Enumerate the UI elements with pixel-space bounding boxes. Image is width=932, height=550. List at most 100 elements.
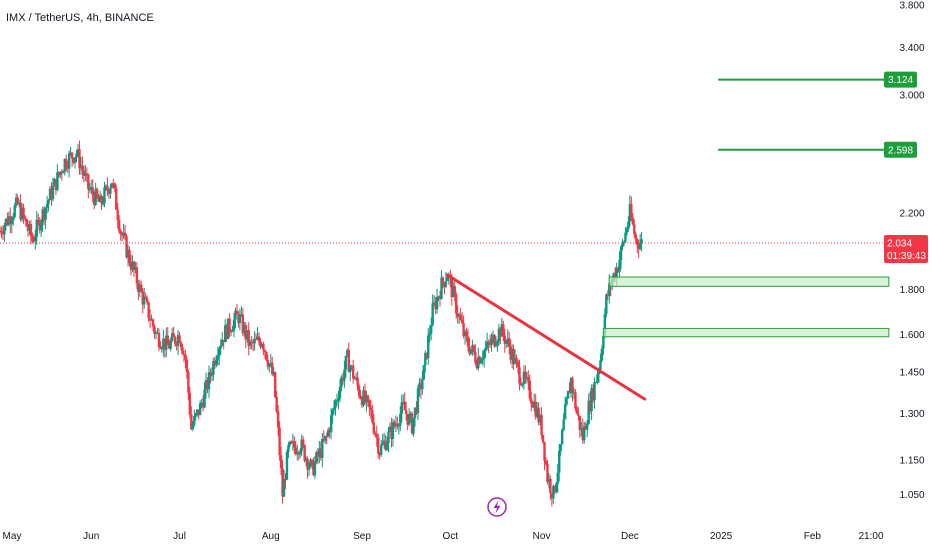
candle-body	[79, 165, 83, 169]
candle-body	[543, 442, 546, 461]
candle-body	[281, 468, 284, 497]
candle-body	[578, 416, 582, 430]
candle-body	[138, 284, 142, 292]
price-axis[interactable]: 3.800 3.400 3.000 2.200 1.800 1.600 1.450 1.300…	[884, 0, 928, 501]
candle-body	[85, 173, 89, 175]
candle-body	[122, 232, 125, 236]
candle-body	[97, 196, 100, 202]
candle-body	[135, 267, 139, 284]
candle-body	[181, 347, 184, 354]
candle-body	[297, 452, 300, 455]
candle-body	[29, 224, 33, 237]
candle-body	[525, 377, 529, 379]
candle-body	[101, 203, 105, 205]
candle-body	[431, 303, 434, 326]
candle-body	[515, 357, 518, 362]
candle-body	[7, 216, 11, 225]
candle-body	[113, 183, 116, 189]
candlestick-series	[0, 140, 643, 507]
candle-body	[162, 338, 165, 349]
candle-body	[247, 330, 250, 347]
candle-body	[232, 319, 236, 331]
candle-body	[537, 407, 540, 423]
candle-body	[382, 440, 386, 443]
candle-body	[440, 277, 443, 299]
candle-body	[107, 190, 111, 194]
candle-body	[319, 448, 323, 459]
candle-body	[306, 458, 309, 470]
candle-body	[462, 322, 465, 336]
candle-body	[260, 344, 264, 347]
price-tick-label: 1.600	[899, 330, 924, 341]
candle-body	[307, 466, 311, 470]
candle-body	[456, 313, 459, 317]
candle-body	[343, 369, 346, 381]
candle-body	[360, 398, 364, 406]
candle-body	[54, 179, 58, 190]
candle-body	[204, 380, 208, 390]
candle-body	[276, 411, 280, 428]
candle-body	[438, 296, 442, 299]
support-zone-2	[602, 327, 890, 338]
price-tick-label: 3.800	[899, 0, 924, 11]
lightning-bolt-icon[interactable]	[487, 497, 507, 517]
candle-body	[421, 379, 424, 390]
candle-body	[553, 485, 557, 492]
candle-body	[477, 356, 480, 369]
candle-body	[251, 341, 255, 344]
candle-body	[507, 338, 511, 347]
candle-body	[17, 202, 21, 204]
candle-body	[593, 382, 596, 401]
candle-body	[190, 414, 193, 430]
candle-body	[399, 413, 402, 426]
price-tick-label: 1.050	[899, 490, 924, 501]
candle-body	[618, 260, 621, 272]
candle-body	[40, 222, 43, 231]
candle-body	[257, 336, 261, 342]
candle-body	[126, 249, 130, 258]
candle-body	[45, 203, 49, 208]
candle-body	[145, 298, 149, 303]
candle-body	[301, 439, 305, 446]
candle-body	[253, 338, 256, 344]
candle-body	[44, 207, 47, 220]
candle-body	[581, 427, 584, 441]
candle-body	[577, 413, 580, 417]
candle-body	[304, 458, 308, 461]
candle-body	[356, 377, 359, 386]
time-tick-label: Aug	[262, 531, 280, 542]
candle-body	[381, 442, 384, 445]
candle-body	[166, 335, 169, 346]
candle-body	[371, 409, 374, 423]
candle-body	[125, 236, 128, 258]
candle-body	[141, 291, 144, 305]
candle-body	[238, 314, 242, 323]
candle-body	[344, 355, 348, 370]
candle-body	[521, 383, 524, 386]
candle-body	[378, 453, 381, 456]
candle-body	[353, 378, 356, 380]
candle-body	[475, 362, 479, 369]
candle-body	[574, 392, 577, 409]
candle-body	[6, 218, 9, 225]
candle-body	[67, 153, 71, 169]
candle-body	[349, 367, 352, 373]
candle-body	[235, 310, 239, 315]
candle-body	[459, 314, 462, 320]
candle-body	[51, 185, 55, 200]
candle-body	[150, 319, 153, 321]
candle-body	[633, 224, 636, 235]
candle-body	[544, 460, 548, 464]
candle-body	[471, 345, 474, 350]
candle-body	[377, 437, 380, 454]
candle-body	[326, 430, 330, 437]
candle-body	[82, 170, 86, 176]
candle-body	[329, 415, 333, 433]
candle-body	[637, 244, 640, 249]
candle-body	[81, 165, 84, 171]
level-tag-label: 2.598	[888, 145, 913, 156]
candle-body	[580, 427, 583, 430]
time-axis[interactable]: May Jun Jul Aug Sep Oct Nov Dec 2025 Feb 21:00	[3, 531, 884, 542]
candle-body	[503, 335, 506, 344]
